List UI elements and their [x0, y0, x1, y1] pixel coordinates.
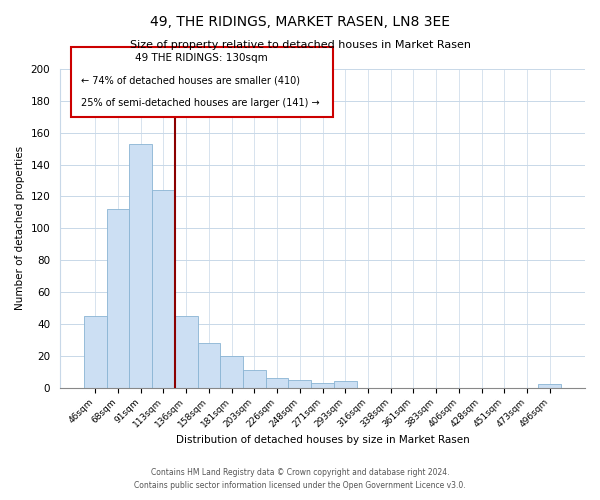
Bar	[130, 144, 152, 388]
Bar	[84, 316, 107, 388]
FancyBboxPatch shape	[71, 46, 333, 117]
Bar	[175, 316, 197, 388]
Bar	[334, 382, 356, 388]
X-axis label: Distribution of detached houses by size in Market Rasen: Distribution of detached houses by size …	[176, 435, 469, 445]
Text: 49, THE RIDINGS, MARKET RASEN, LN8 3EE: 49, THE RIDINGS, MARKET RASEN, LN8 3EE	[150, 15, 450, 29]
Text: 25% of semi-detached houses are larger (141) →: 25% of semi-detached houses are larger (…	[81, 98, 320, 108]
Bar	[289, 380, 311, 388]
Bar	[266, 378, 289, 388]
Bar	[311, 383, 334, 388]
Bar	[243, 370, 266, 388]
Bar	[220, 356, 243, 388]
Text: Contains HM Land Registry data © Crown copyright and database right 2024.
Contai: Contains HM Land Registry data © Crown c…	[134, 468, 466, 490]
Bar	[197, 343, 220, 388]
Text: ← 74% of detached houses are smaller (410): ← 74% of detached houses are smaller (41…	[81, 76, 300, 86]
Bar	[107, 209, 130, 388]
Text: Size of property relative to detached houses in Market Rasen: Size of property relative to detached ho…	[130, 40, 470, 50]
Y-axis label: Number of detached properties: Number of detached properties	[15, 146, 25, 310]
Bar	[152, 190, 175, 388]
Bar	[538, 384, 561, 388]
Text: 49 THE RIDINGS: 130sqm: 49 THE RIDINGS: 130sqm	[136, 53, 268, 63]
